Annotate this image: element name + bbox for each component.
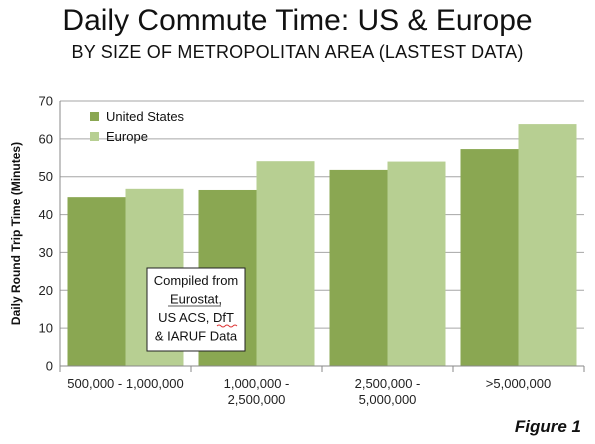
y-tick-label-5: 50	[39, 169, 53, 184]
y-tick-label-1: 10	[39, 321, 53, 336]
legend-label-0: United States	[106, 109, 185, 124]
x-tick-label-1-1: 2,500,000	[228, 392, 286, 407]
y-tick-label-6: 60	[39, 131, 53, 146]
x-tick-label-1-0: 1,000,000 -	[224, 376, 290, 391]
x-tick-label-2-1: 5,000,000	[359, 392, 417, 407]
y-tick-label-3: 30	[39, 245, 53, 260]
source-note-line-3: & IARUF Data	[155, 329, 238, 344]
source-note-line-0: Compiled from	[154, 273, 239, 288]
x-tick-label-0-0: 500,000 - 1,000,000	[67, 376, 183, 391]
source-note-line-1: Eurostat,	[170, 292, 222, 307]
chart-subtitle: BY SIZE OF METROPOLITAN AREA (LASTEST DA…	[71, 42, 524, 62]
y-tick-label-2: 20	[39, 283, 53, 298]
bar-europe-1	[256, 161, 315, 366]
bar-europe-3	[518, 124, 577, 366]
legend-label-1: Europe	[106, 129, 148, 144]
bar-united-states-2	[329, 169, 388, 366]
y-tick-label-0: 0	[46, 359, 53, 374]
y-axis-title: Daily Round Trip Time (Minutes)	[9, 142, 23, 325]
source-note-line-2: US ACS, DfT	[158, 310, 234, 325]
spellcheck-underline-dft	[216, 324, 238, 328]
x-tick-label-2-0: 2,500,000 -	[355, 376, 421, 391]
figure-label: Figure 1	[514, 417, 581, 436]
legend-swatch-1	[90, 132, 99, 141]
chart-title: Daily Commute Time: US & Europe	[62, 4, 533, 37]
y-tick-label-7: 70	[39, 94, 53, 109]
y-tick-label-4: 40	[39, 207, 53, 222]
source-note-box	[146, 267, 246, 352]
bar-united-states-3	[460, 149, 519, 366]
bar-europe-2	[387, 161, 446, 366]
legend-swatch-0	[90, 112, 99, 121]
x-tick-label-3-0: >5,000,000	[486, 376, 551, 391]
bar-united-states-0	[67, 197, 126, 366]
